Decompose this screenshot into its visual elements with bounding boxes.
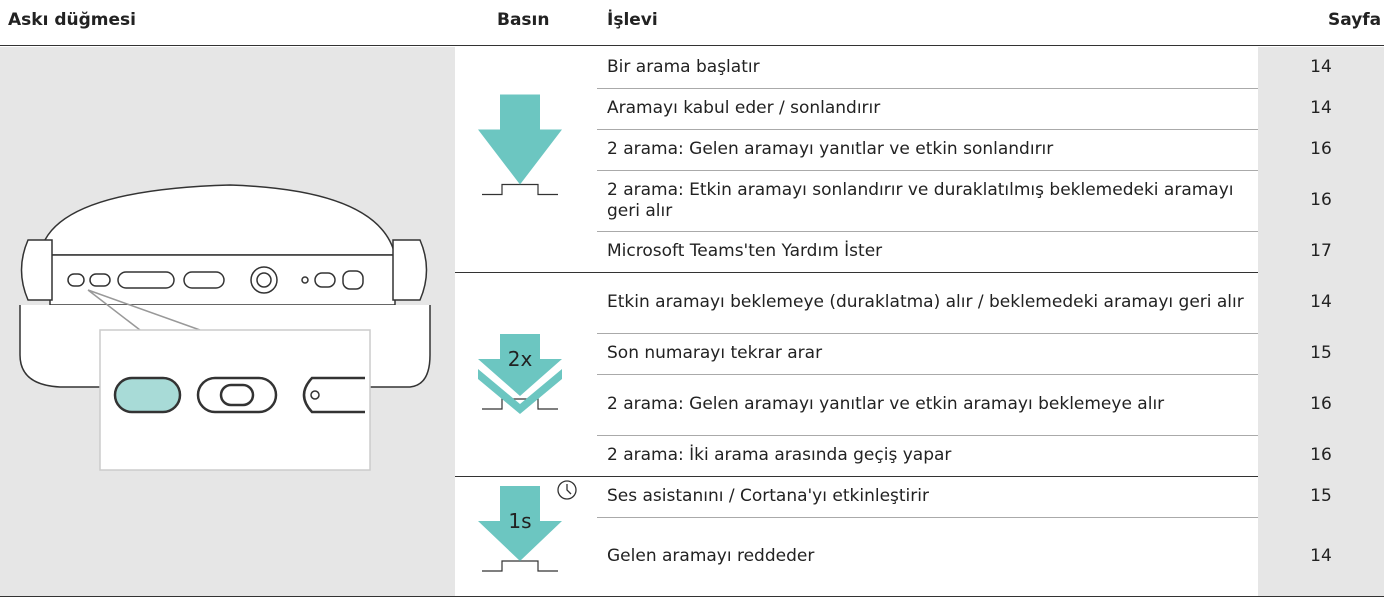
function-cell: 2 arama: İki arama arasında geçiş yapar xyxy=(607,445,952,465)
row-rule xyxy=(597,435,1384,436)
page-cell: 16 xyxy=(1258,374,1384,435)
header-rule xyxy=(0,45,1384,46)
header-button: Askı düğmesi xyxy=(8,10,136,30)
header-function: İşlevi xyxy=(607,10,658,30)
clock-hands xyxy=(566,484,572,495)
function-cell: Son numarayı tekrar arar xyxy=(607,343,823,363)
headset xyxy=(19,184,431,471)
button-base xyxy=(482,560,558,572)
header-press: Basın xyxy=(497,10,550,30)
group-rule xyxy=(455,476,1384,477)
page-cell: 17 xyxy=(1258,231,1384,272)
press-arrow xyxy=(478,369,562,414)
row-rule xyxy=(597,170,1384,171)
page-cell: 14 xyxy=(1258,517,1384,596)
function-cell: Gelen aramayı reddeder xyxy=(607,546,815,566)
press-label: 2x xyxy=(508,347,533,371)
row-rule xyxy=(597,333,1384,334)
press-arrow xyxy=(478,94,562,185)
page-cell: 15 xyxy=(1258,476,1384,517)
function-cell: Etkin aramayı beklemeye (duraklatma) alı… xyxy=(607,292,1244,312)
header-page: Sayfa xyxy=(1328,10,1382,30)
press-label: 1s xyxy=(508,509,531,533)
page-cell: 14 xyxy=(1258,272,1384,333)
row-rule xyxy=(597,517,1384,518)
page-cell: 14 xyxy=(1258,47,1384,88)
function-cell: Ses asistanını / Cortana'yı etkinleştiri… xyxy=(607,486,929,506)
page-cell: 15 xyxy=(1258,333,1384,374)
function-cell: 2 arama: Etkin aramayı sonlandırır ve du… xyxy=(607,179,1234,221)
function-cell: 2 arama: Gelen aramayı yanıtlar ve etkin… xyxy=(607,139,1054,159)
function-cell: Bir arama başlatır xyxy=(607,57,760,77)
page-cell: 14 xyxy=(1258,88,1384,129)
press-arrow xyxy=(478,334,562,396)
group-rule xyxy=(0,596,1384,597)
page-cell: 16 xyxy=(1258,170,1384,231)
button-base xyxy=(482,183,558,196)
function-cell: 2 arama: Gelen aramayı yanıtlar ve etkin… xyxy=(607,394,1165,414)
row-rule xyxy=(597,374,1384,375)
function-cell: Aramayı kabul eder / sonlandırır xyxy=(607,98,881,118)
function-cell: Microsoft Teams'ten Yardım İster xyxy=(607,241,883,261)
row-rule xyxy=(597,129,1384,130)
press-arrow xyxy=(478,486,562,561)
button-base xyxy=(482,398,558,410)
page-cell: 16 xyxy=(1258,129,1384,170)
row-rule xyxy=(597,88,1384,89)
group-rule xyxy=(455,272,1384,273)
row-rule xyxy=(597,231,1384,232)
page-cell: 16 xyxy=(1258,435,1384,476)
